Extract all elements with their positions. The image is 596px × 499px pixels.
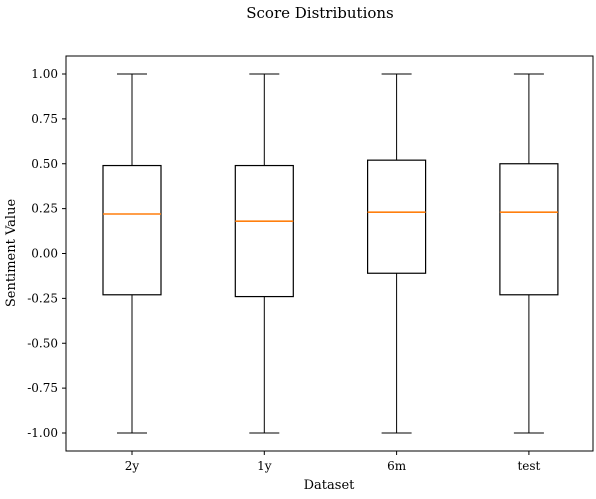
x-tick-label: 2y <box>125 459 140 473</box>
y-tick-label: 0.50 <box>31 157 58 171</box>
iqr-box <box>367 159 427 274</box>
x-axis: 2y 1y 6m test <box>125 451 541 473</box>
box-1y <box>234 73 294 434</box>
y-tick-label: 0.75 <box>31 112 58 126</box>
box-series <box>102 73 559 434</box>
x-tick-label: test <box>517 459 540 473</box>
box-6m <box>367 73 427 434</box>
x-tick-label: 6m <box>387 459 407 473</box>
x-axis-label: Dataset <box>304 478 356 493</box>
plot-area-frame <box>65 55 594 452</box>
y-tick-label: 0.00 <box>31 247 58 261</box>
chart-title: Score Distributions <box>246 4 394 22</box>
y-tick-label: -0.50 <box>27 336 58 350</box>
iqr-box <box>499 163 559 296</box>
y-tick-label: -1.00 <box>27 426 58 440</box>
box-test <box>499 73 559 434</box>
y-tick-label: 1.00 <box>31 67 58 81</box>
y-tick-label: -0.75 <box>27 381 58 395</box>
y-axis: 1.00 0.75 0.50 0.25 0.00 -0.25 -0.50 -0.75 -1.00 <box>27 67 66 440</box>
y-axis-label: Sentiment Value <box>4 199 19 308</box>
iqr-box <box>234 164 294 298</box>
y-tick-label: 0.25 <box>31 202 58 216</box>
iqr-box <box>102 164 162 296</box>
box-2y <box>102 73 162 434</box>
y-tick-label: -0.25 <box>27 291 58 305</box>
x-tick-label: 1y <box>257 459 272 473</box>
